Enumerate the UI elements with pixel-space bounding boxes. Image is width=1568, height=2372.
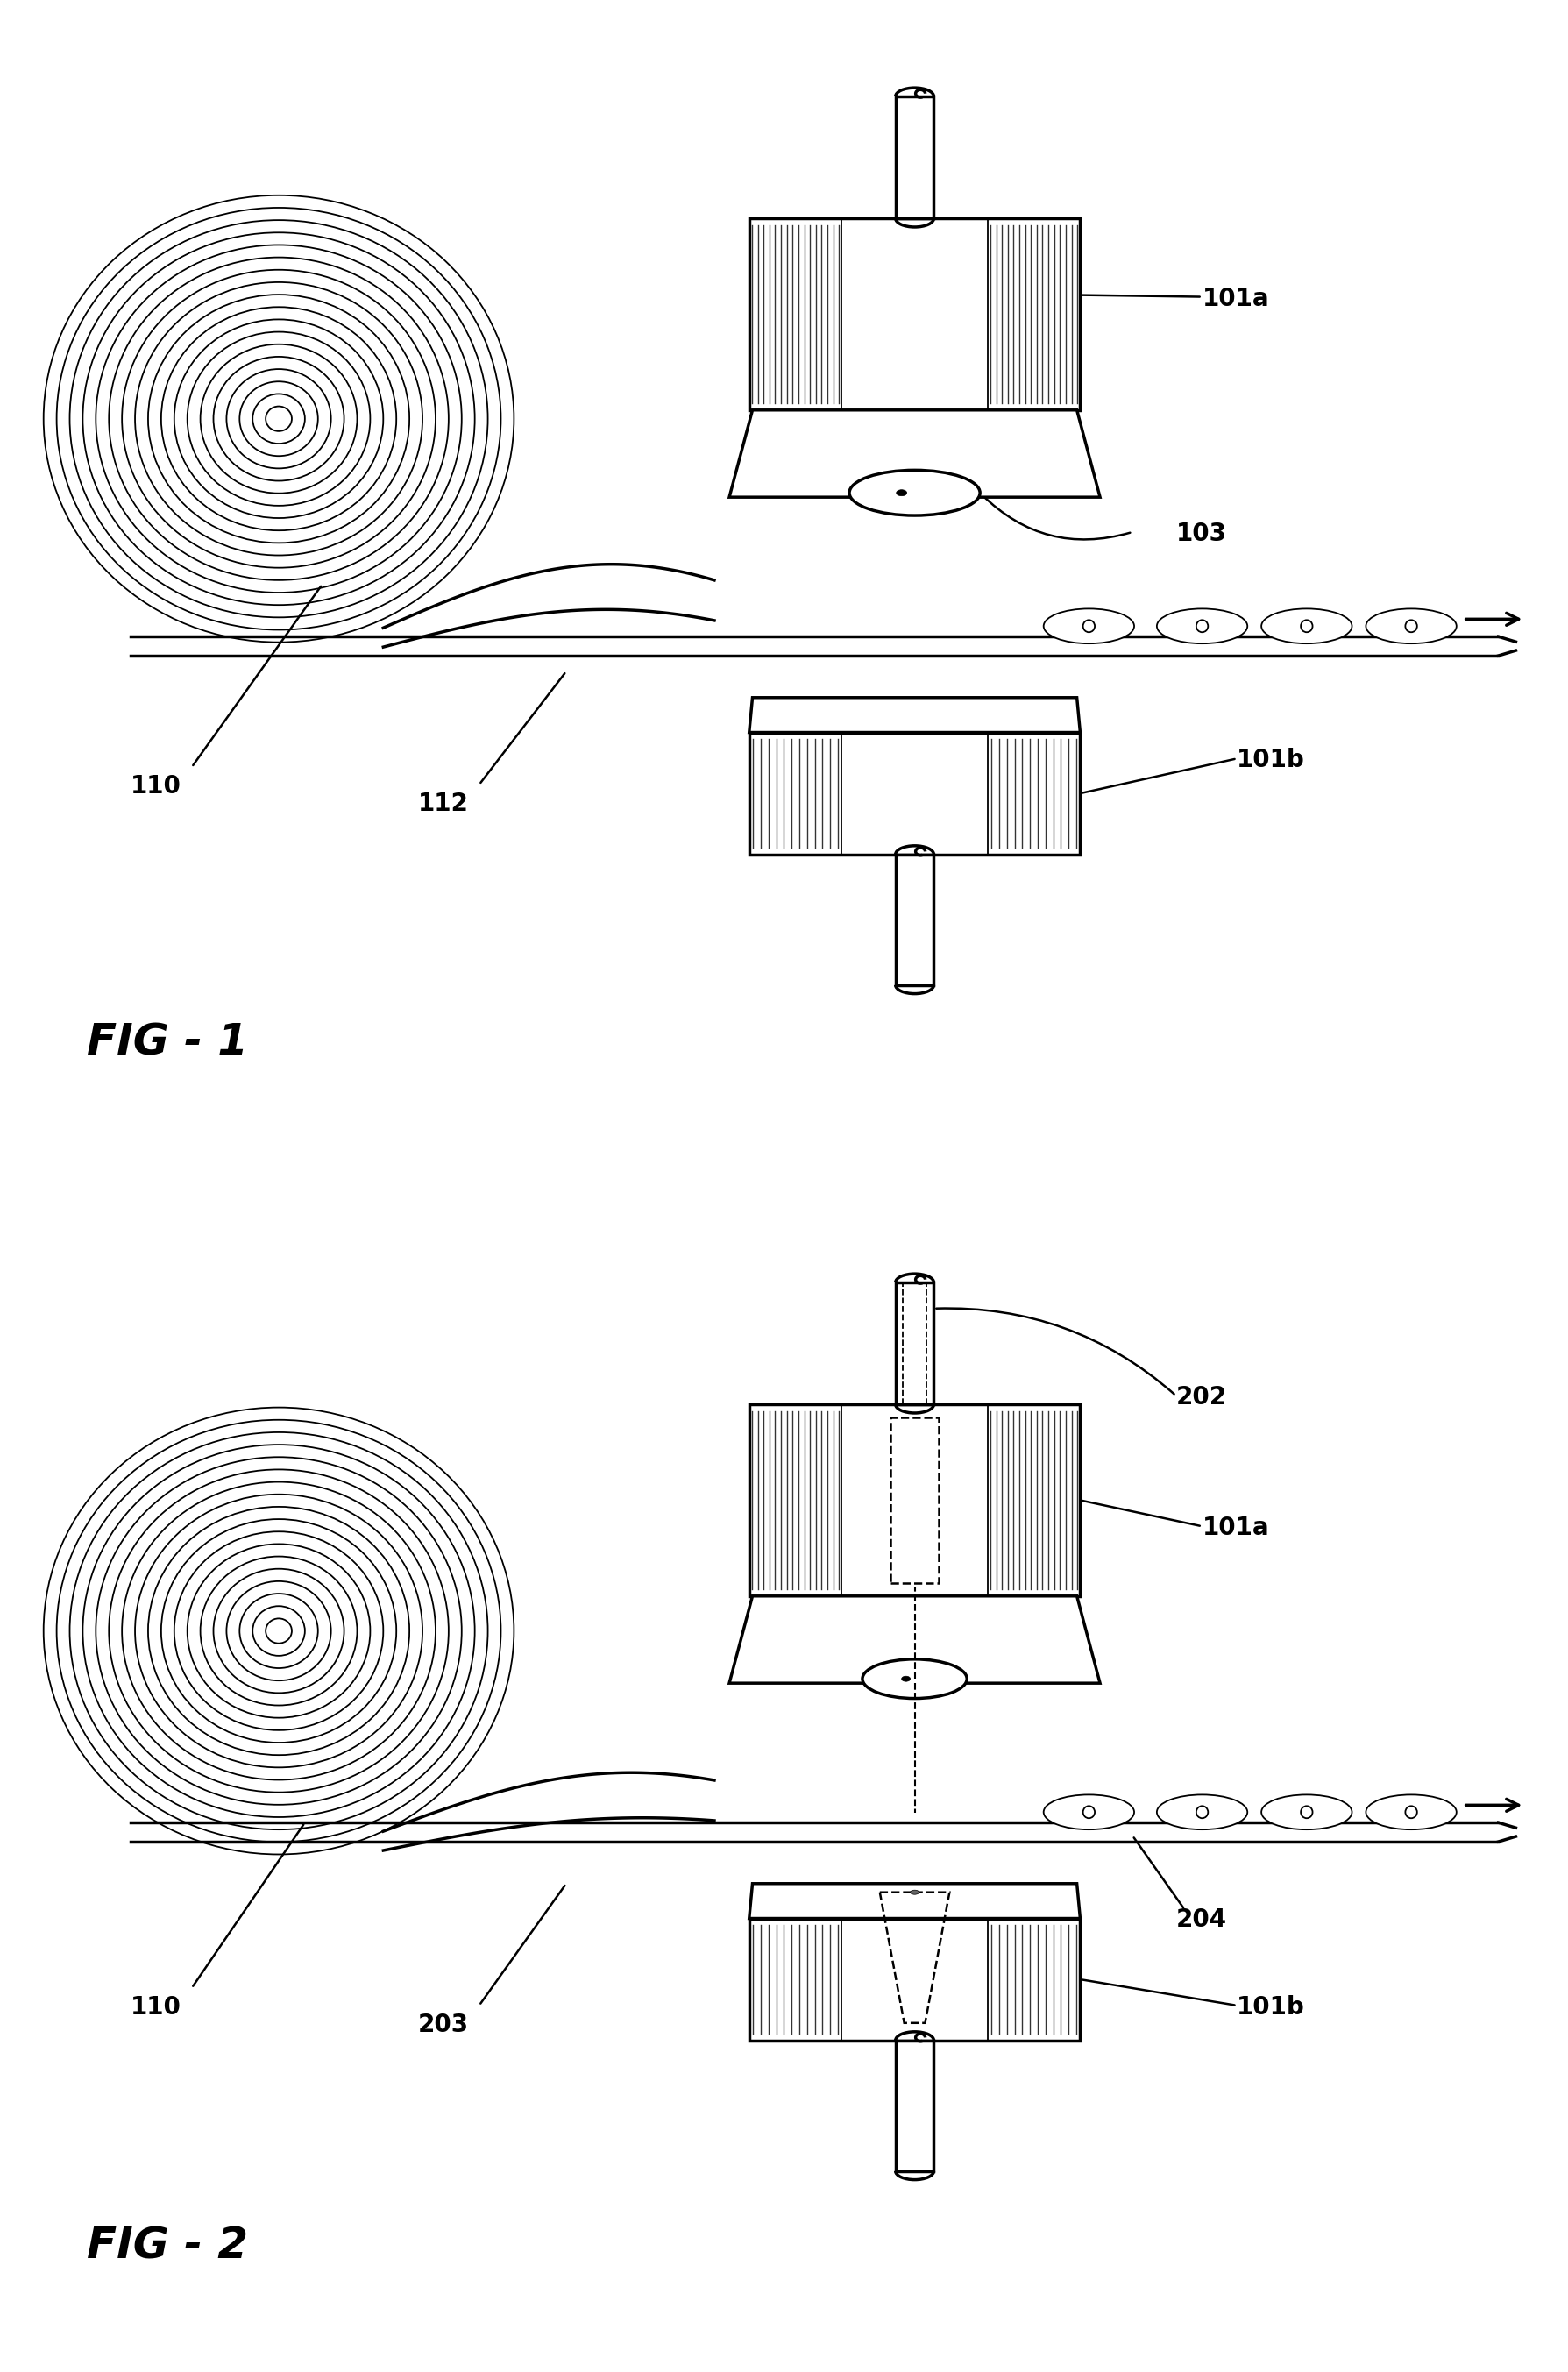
Ellipse shape xyxy=(1157,1796,1248,1829)
Bar xyxy=(750,218,1080,410)
Text: 101b: 101b xyxy=(1237,747,1305,773)
Polygon shape xyxy=(729,410,1101,498)
Text: 101a: 101a xyxy=(1203,287,1269,311)
Ellipse shape xyxy=(1301,1805,1312,1819)
Text: FIG - 1: FIG - 1 xyxy=(88,1022,248,1063)
Ellipse shape xyxy=(1366,610,1457,643)
Text: 101b: 101b xyxy=(1237,1995,1305,2019)
Ellipse shape xyxy=(1366,1796,1457,1829)
Ellipse shape xyxy=(1405,1805,1417,1819)
Ellipse shape xyxy=(1196,1805,1207,1819)
Text: 103: 103 xyxy=(1176,522,1226,546)
Bar xyxy=(895,2040,935,2170)
Text: 112: 112 xyxy=(419,792,469,816)
Ellipse shape xyxy=(911,1890,919,1895)
Bar xyxy=(895,1283,935,1404)
Ellipse shape xyxy=(862,1658,967,1698)
Bar xyxy=(891,1418,939,1582)
Polygon shape xyxy=(750,1883,1080,1919)
Ellipse shape xyxy=(902,1677,911,1682)
Ellipse shape xyxy=(1301,619,1312,633)
Ellipse shape xyxy=(1261,610,1352,643)
Text: FIG - 2: FIG - 2 xyxy=(88,2225,248,2268)
Text: 203: 203 xyxy=(419,2011,469,2038)
Ellipse shape xyxy=(897,489,906,496)
Ellipse shape xyxy=(1044,610,1134,643)
Ellipse shape xyxy=(1261,1796,1352,1829)
Bar xyxy=(750,733,1080,854)
Bar xyxy=(750,1404,1080,1596)
Ellipse shape xyxy=(1196,619,1207,633)
Text: 204: 204 xyxy=(1176,1907,1226,1933)
Polygon shape xyxy=(729,1596,1101,1684)
Bar xyxy=(895,854,935,984)
Ellipse shape xyxy=(1083,1805,1094,1819)
Text: 110: 110 xyxy=(130,1995,182,2019)
Ellipse shape xyxy=(1044,1796,1134,1829)
Ellipse shape xyxy=(1157,610,1248,643)
Polygon shape xyxy=(750,697,1080,733)
Bar xyxy=(895,97,935,218)
Bar xyxy=(750,1919,1080,2040)
Text: 202: 202 xyxy=(1176,1385,1226,1409)
Text: 101a: 101a xyxy=(1203,1516,1269,1539)
Text: 110: 110 xyxy=(130,773,182,799)
Ellipse shape xyxy=(1083,619,1094,633)
Ellipse shape xyxy=(850,470,980,515)
Ellipse shape xyxy=(1405,619,1417,633)
